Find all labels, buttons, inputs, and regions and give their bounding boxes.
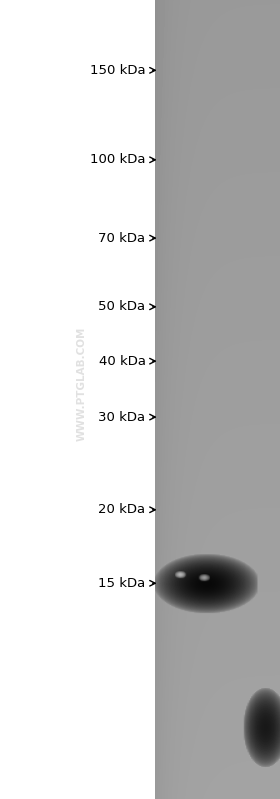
Text: 15 kDa: 15 kDa xyxy=(98,577,146,590)
Text: 70 kDa: 70 kDa xyxy=(99,232,146,244)
Text: 20 kDa: 20 kDa xyxy=(99,503,146,516)
Text: 100 kDa: 100 kDa xyxy=(90,153,146,166)
Text: 150 kDa: 150 kDa xyxy=(90,64,146,77)
Text: 30 kDa: 30 kDa xyxy=(99,411,146,423)
Text: 40 kDa: 40 kDa xyxy=(99,355,146,368)
Text: 50 kDa: 50 kDa xyxy=(99,300,146,313)
Text: WWW.PTGLAB.COM: WWW.PTGLAB.COM xyxy=(76,326,86,441)
